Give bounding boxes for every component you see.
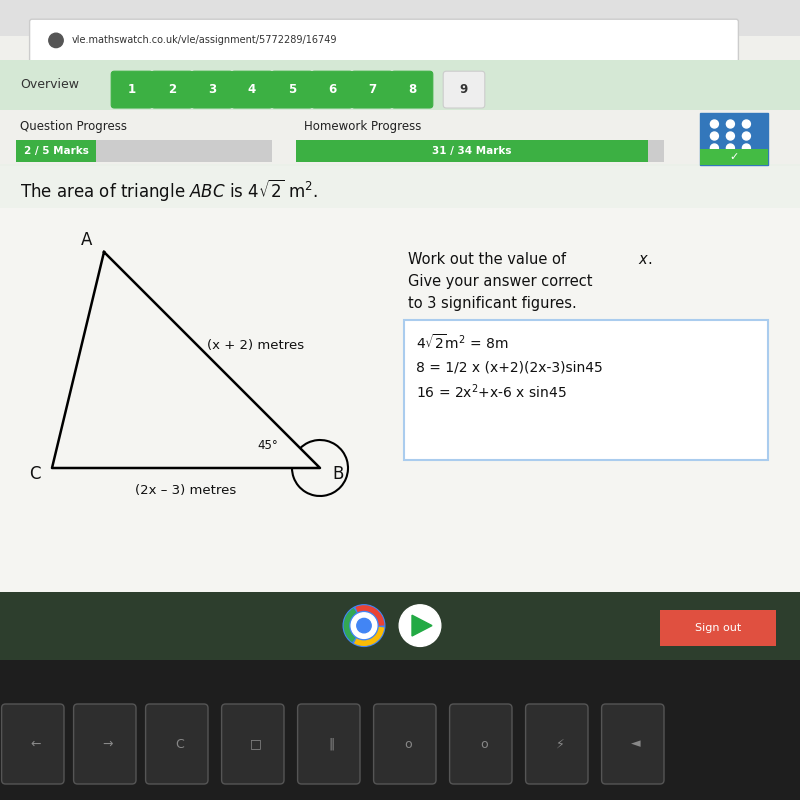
Text: →: → xyxy=(102,738,114,750)
FancyBboxPatch shape xyxy=(222,704,284,784)
Text: 2 / 5 Marks: 2 / 5 Marks xyxy=(23,146,89,156)
Text: ←: ← xyxy=(30,738,42,750)
FancyBboxPatch shape xyxy=(231,71,273,108)
FancyBboxPatch shape xyxy=(700,113,768,165)
Circle shape xyxy=(351,613,377,638)
Text: o: o xyxy=(480,738,488,750)
Text: B: B xyxy=(332,466,343,483)
FancyBboxPatch shape xyxy=(30,19,738,62)
FancyBboxPatch shape xyxy=(0,660,800,800)
FancyBboxPatch shape xyxy=(296,140,648,162)
FancyBboxPatch shape xyxy=(391,71,433,108)
FancyBboxPatch shape xyxy=(0,60,800,110)
FancyBboxPatch shape xyxy=(443,71,485,108)
Circle shape xyxy=(726,120,734,128)
FancyBboxPatch shape xyxy=(16,140,96,162)
FancyBboxPatch shape xyxy=(0,0,800,36)
FancyBboxPatch shape xyxy=(16,140,272,162)
FancyBboxPatch shape xyxy=(0,0,800,592)
FancyBboxPatch shape xyxy=(146,704,208,784)
Circle shape xyxy=(710,144,718,152)
FancyBboxPatch shape xyxy=(298,704,360,784)
Text: ⚡: ⚡ xyxy=(556,738,564,750)
FancyBboxPatch shape xyxy=(111,71,153,108)
Text: (2x – 3) metres: (2x – 3) metres xyxy=(135,484,237,497)
FancyBboxPatch shape xyxy=(271,71,313,108)
Text: C: C xyxy=(176,738,184,750)
Text: 31 / 34 Marks: 31 / 34 Marks xyxy=(432,146,512,156)
FancyBboxPatch shape xyxy=(700,149,768,165)
FancyBboxPatch shape xyxy=(660,610,776,646)
Circle shape xyxy=(49,33,63,48)
Circle shape xyxy=(742,120,750,128)
FancyBboxPatch shape xyxy=(311,71,353,108)
Text: Overview: Overview xyxy=(20,78,79,91)
FancyBboxPatch shape xyxy=(2,704,64,784)
Text: The area of triangle $\it{ABC}$ is $4\sqrt{2}$ m$^2$.: The area of triangle $\it{ABC}$ is $4\sq… xyxy=(20,178,318,203)
Text: o: o xyxy=(404,738,412,750)
Circle shape xyxy=(710,120,718,128)
Text: C: C xyxy=(29,466,40,483)
Circle shape xyxy=(726,144,734,152)
Polygon shape xyxy=(412,615,432,636)
Text: 3: 3 xyxy=(208,83,216,96)
Circle shape xyxy=(742,144,750,152)
FancyBboxPatch shape xyxy=(351,71,393,108)
Circle shape xyxy=(357,618,371,633)
Text: to 3 significant figures.: to 3 significant figures. xyxy=(408,296,577,310)
FancyBboxPatch shape xyxy=(0,110,800,166)
FancyBboxPatch shape xyxy=(374,704,436,784)
FancyBboxPatch shape xyxy=(602,704,664,784)
Text: 9: 9 xyxy=(460,83,468,96)
Text: A: A xyxy=(81,231,92,249)
FancyBboxPatch shape xyxy=(151,71,193,108)
Text: Work out the value of: Work out the value of xyxy=(408,253,570,267)
Text: ‖: ‖ xyxy=(329,738,335,750)
FancyBboxPatch shape xyxy=(0,166,800,592)
Text: Question Progress: Question Progress xyxy=(20,120,127,133)
Text: $4\sqrt{2}$m$^2$ = 8m: $4\sqrt{2}$m$^2$ = 8m xyxy=(416,333,509,352)
Circle shape xyxy=(726,132,734,140)
Text: 4: 4 xyxy=(248,83,256,96)
Text: 16 = 2x$^2$+x-6 x sin45: 16 = 2x$^2$+x-6 x sin45 xyxy=(416,382,567,402)
Text: (x + 2) metres: (x + 2) metres xyxy=(207,339,305,352)
FancyBboxPatch shape xyxy=(0,592,800,660)
Text: 2: 2 xyxy=(168,83,176,96)
Text: 45°: 45° xyxy=(258,439,278,452)
Text: □: □ xyxy=(250,738,262,750)
Text: 8: 8 xyxy=(408,83,416,96)
FancyBboxPatch shape xyxy=(526,704,588,784)
Text: 7: 7 xyxy=(368,83,376,96)
Text: 8 = 1/2 x (x+2)(2x-3)sin45: 8 = 1/2 x (x+2)(2x-3)sin45 xyxy=(416,360,602,374)
Circle shape xyxy=(399,605,441,646)
Text: Give your answer correct: Give your answer correct xyxy=(408,274,593,289)
Text: 6: 6 xyxy=(328,83,336,96)
FancyBboxPatch shape xyxy=(74,704,136,784)
FancyBboxPatch shape xyxy=(191,71,233,108)
Circle shape xyxy=(710,132,718,140)
Circle shape xyxy=(742,132,750,140)
Text: Sign out: Sign out xyxy=(695,623,741,634)
Text: ✓: ✓ xyxy=(730,152,739,162)
Text: 5: 5 xyxy=(288,83,296,96)
FancyBboxPatch shape xyxy=(296,140,664,162)
Text: $x$.: $x$. xyxy=(638,253,653,267)
Circle shape xyxy=(343,605,385,646)
Text: vle.mathswatch.co.uk/vle/assignment/5772289/16749: vle.mathswatch.co.uk/vle/assignment/5772… xyxy=(72,35,338,46)
FancyBboxPatch shape xyxy=(450,704,512,784)
FancyBboxPatch shape xyxy=(0,164,800,208)
Text: 1: 1 xyxy=(128,83,136,96)
Text: ◄: ◄ xyxy=(631,738,641,750)
Text: Homework Progress: Homework Progress xyxy=(304,120,422,133)
FancyBboxPatch shape xyxy=(404,320,768,460)
